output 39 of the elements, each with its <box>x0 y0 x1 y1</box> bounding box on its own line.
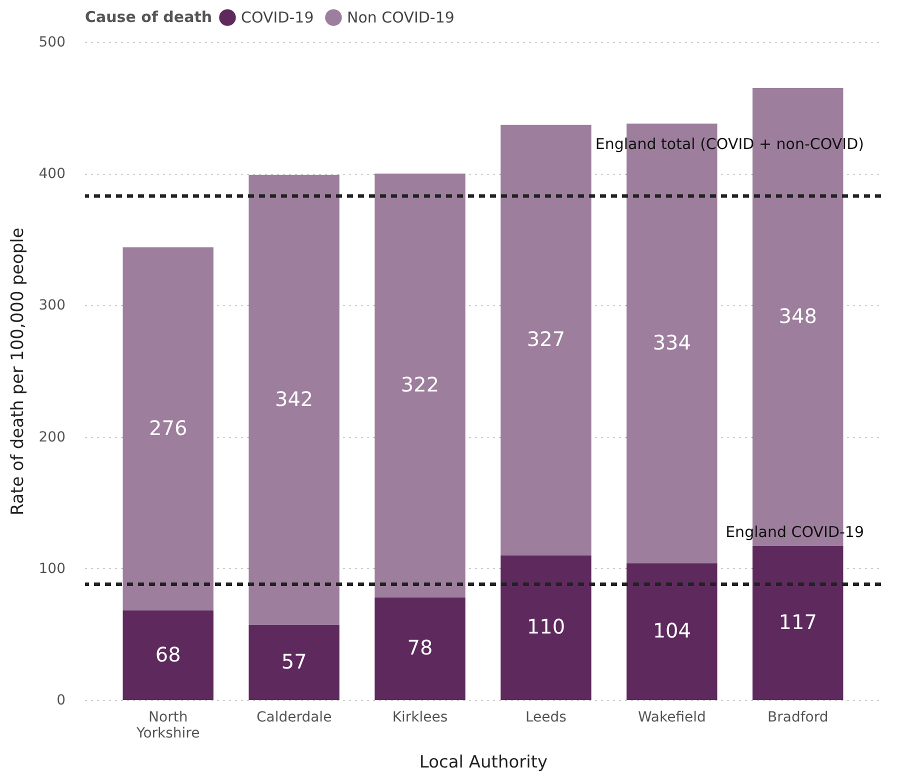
data-label: 276 <box>149 416 188 440</box>
bar <box>248 624 340 700</box>
legend-label: COVID-19 <box>241 8 314 27</box>
data-label: 78 <box>407 636 433 660</box>
data-label: 117 <box>778 610 817 634</box>
data-label: 104 <box>652 618 692 643</box>
x-axis-title: Local Authority <box>419 752 548 772</box>
x-tick-label: North Yorkshire <box>136 710 200 742</box>
legend-label: Non COVID-19 <box>347 8 454 27</box>
data-label: 68 <box>155 642 181 666</box>
bar <box>122 610 214 700</box>
data-label: 110 <box>526 614 566 639</box>
x-tick-label: Calderdale <box>256 710 332 726</box>
legend-title: Cause of death <box>85 8 212 26</box>
data-label: 342 <box>274 386 314 411</box>
data-label: 57 <box>281 649 307 674</box>
x-tick-label: Leeds <box>525 710 566 726</box>
bar <box>374 174 466 598</box>
data-label: 322 <box>400 372 440 396</box>
bar <box>500 555 592 700</box>
bar <box>248 174 340 625</box>
y-tick-label: 300 <box>38 298 66 314</box>
bar <box>374 597 466 700</box>
y-axis-title: Rate of death per 100,000 people <box>8 228 28 516</box>
y-tick-label: 400 <box>38 166 66 182</box>
bar <box>500 124 592 556</box>
bar <box>752 546 844 700</box>
data-label: 348 <box>778 304 817 328</box>
bar <box>626 563 718 700</box>
x-tick-label: Wakefield <box>638 710 706 726</box>
data-label: 334 <box>652 330 692 354</box>
data-label: 327 <box>526 327 566 352</box>
y-tick-label: 0 <box>56 692 66 708</box>
x-tick-label: Bradford <box>768 710 828 726</box>
y-tick-label: 500 <box>38 34 66 50</box>
bar <box>122 247 214 611</box>
y-tick-label: 200 <box>38 429 66 446</box>
y-tick-label: 100 <box>38 560 66 577</box>
x-tick-label: Kirklees <box>392 710 448 726</box>
